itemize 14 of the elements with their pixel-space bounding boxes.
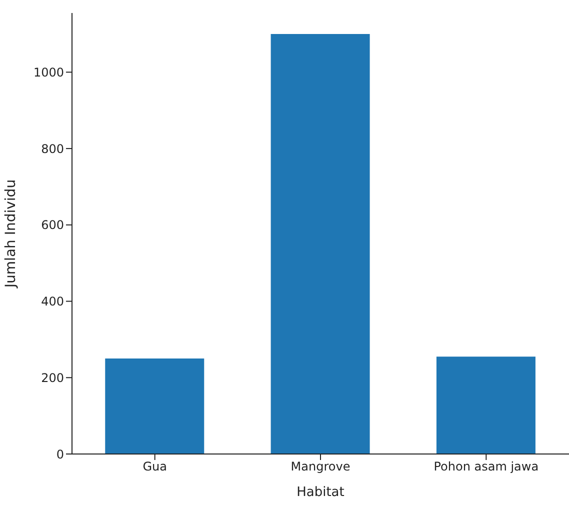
y-tick-label: 1000 bbox=[33, 65, 64, 80]
x-axis-title: Habitat bbox=[296, 485, 344, 500]
x-tick-label: Pohon asam jawa bbox=[434, 460, 539, 474]
y-tick-label: 400 bbox=[41, 294, 64, 309]
bar bbox=[105, 358, 204, 454]
y-tick-label: 800 bbox=[41, 142, 64, 156]
y-tick-label: 0 bbox=[56, 447, 64, 462]
x-tick-label: Mangrove bbox=[290, 460, 350, 474]
bar bbox=[270, 34, 370, 454]
x-tick-label: Gua bbox=[142, 460, 167, 474]
y-tick-label: 600 bbox=[41, 218, 64, 232]
y-tick-label: 200 bbox=[41, 370, 64, 385]
bar bbox=[436, 356, 536, 454]
y-axis-title: Jumlah Individu bbox=[2, 179, 19, 289]
